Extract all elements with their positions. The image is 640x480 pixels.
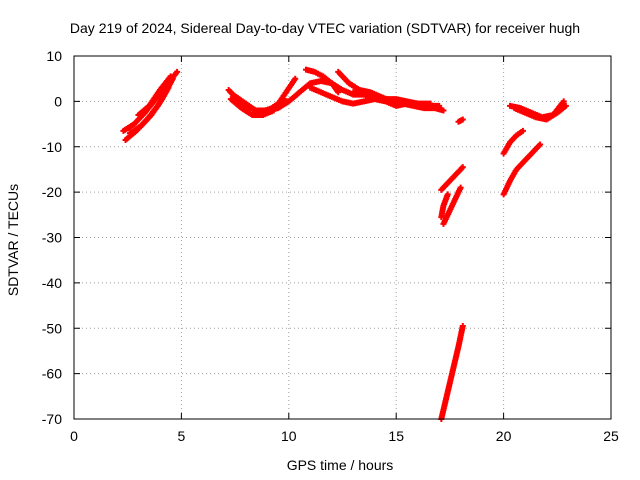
y-tick-label: -70 [42,411,62,427]
data-point [562,102,569,109]
series-arc-1d [135,73,174,118]
series-dot-18 [455,116,466,125]
x-tick-label: 20 [496,428,512,444]
y-axis-label: SDTVAR / TECUs [5,184,21,296]
data-point [281,96,288,103]
data-point [519,127,526,134]
y-tick-label: -60 [42,366,62,382]
data-point [459,164,466,171]
y-tick-label: 0 [54,93,62,109]
data-point [444,191,451,198]
data-point [335,89,342,96]
data-point [427,100,434,107]
series-arc-2c [229,91,288,116]
series-arc-4c [440,184,464,227]
x-tick-label: 25 [603,428,619,444]
series-arc-5a [500,127,526,157]
data-point [457,184,464,191]
data-point [174,68,181,75]
x-tick-label: 0 [70,428,78,444]
y-tick-label: 10 [46,48,62,64]
series-arc-3d [350,89,434,107]
data-point [560,98,567,105]
data-point [459,322,466,329]
data-point [537,141,544,148]
data-point [292,75,299,82]
x-tick-label: 10 [281,428,297,444]
y-tick-label: -40 [42,275,62,291]
y-tick-label: -50 [42,320,62,336]
y-tick-label: -20 [42,184,62,200]
x-tick-label: 5 [178,428,186,444]
data-point [440,107,447,114]
series-arc-1c [126,75,176,137]
series-arc-4b [438,191,451,221]
series-arc-5b [500,141,544,198]
data-point [459,116,466,123]
y-tick-label: -10 [42,139,62,155]
x-tick-label: 15 [388,428,404,444]
series-arc-6b [511,102,569,123]
data-point [167,73,174,80]
series-arc-4a [438,164,466,193]
chart-title: Day 219 of 2024, Sidereal Day-to-day VTE… [70,20,580,36]
axis-ticks: 0 5 10 15 20 25 10 0 -10 -20 -30 -40 -50 -60 -70 [42,48,619,444]
x-axis-label: GPS time / hours [287,457,394,473]
y-tick-label: -30 [42,230,62,246]
